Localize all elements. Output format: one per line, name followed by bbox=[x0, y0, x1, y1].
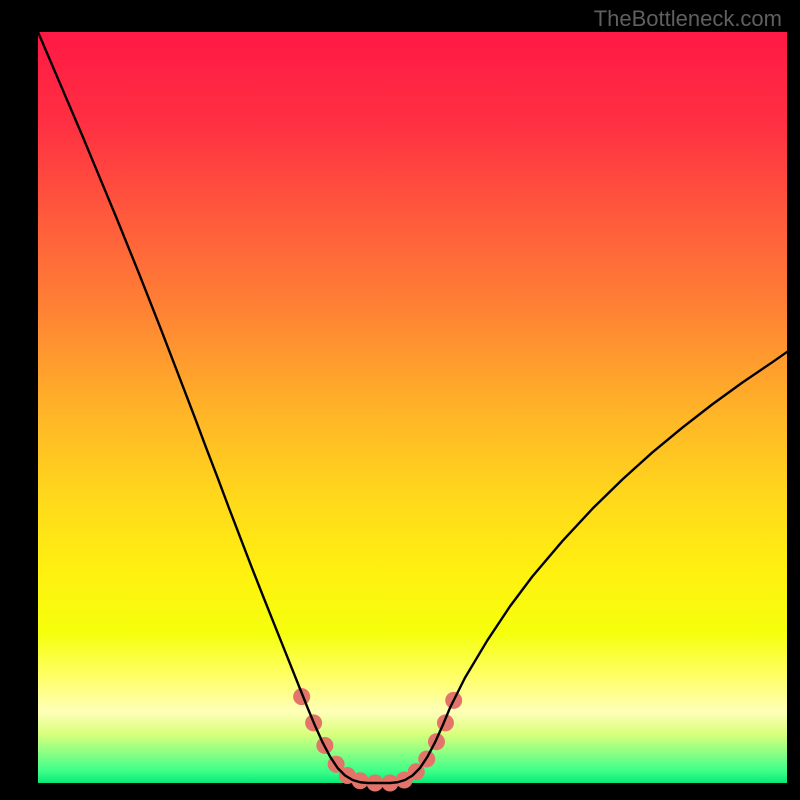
curve-layer bbox=[38, 32, 787, 783]
v-curve bbox=[38, 32, 787, 783]
plot-area bbox=[38, 32, 787, 783]
watermark-text: TheBottleneck.com bbox=[594, 6, 782, 32]
chart-canvas: TheBottleneck.com bbox=[0, 0, 800, 800]
